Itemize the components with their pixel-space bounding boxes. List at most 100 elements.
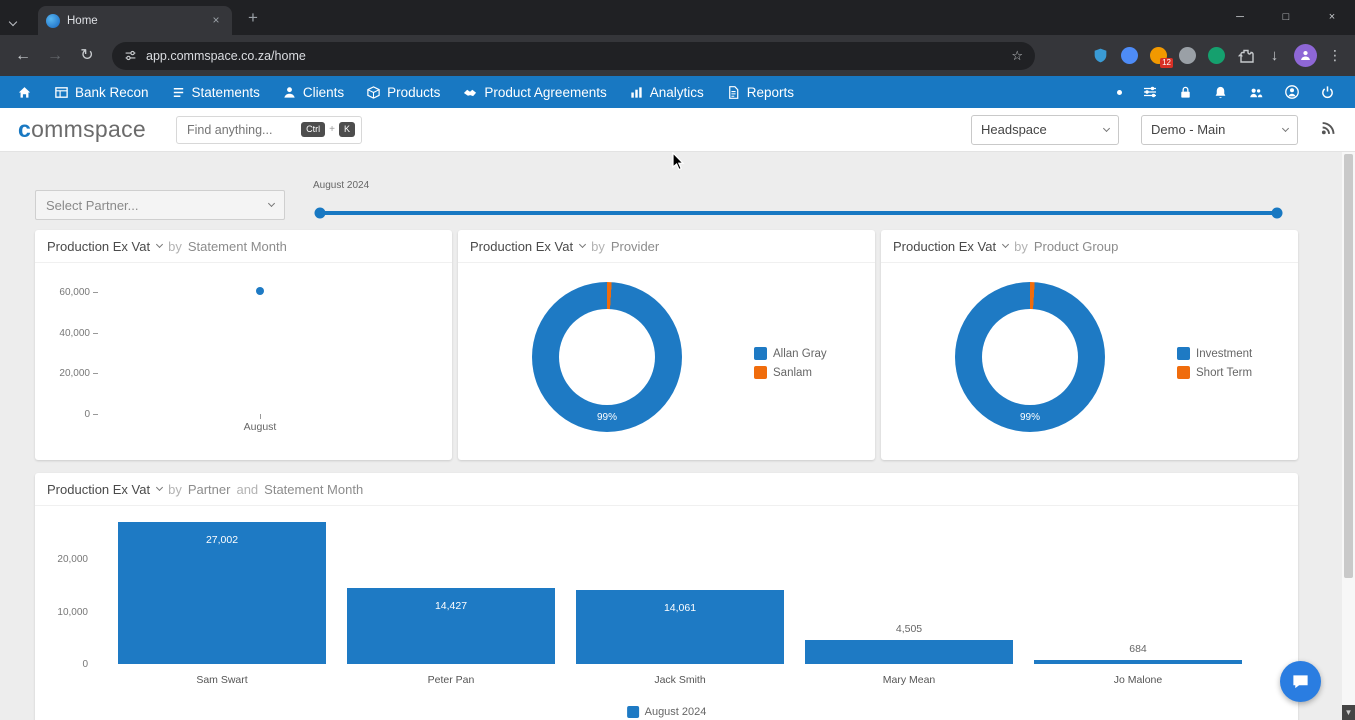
browser-menu-icon[interactable]: ⋮	[1328, 47, 1342, 63]
minimize-button[interactable]: ─	[1236, 11, 1244, 23]
metric-label: Production Ex Vat	[893, 238, 997, 254]
account-icon[interactable]	[1284, 84, 1300, 100]
person-icon	[284, 86, 295, 98]
nav-statements[interactable]: Statements	[160, 76, 271, 108]
community-icon[interactable]	[1248, 85, 1264, 100]
extensions-puzzle-icon[interactable]	[1236, 46, 1255, 65]
downloads-icon[interactable]: ↓	[1270, 47, 1279, 64]
card-product-group: Production Ex Vat by Product Group 99% In…	[881, 230, 1298, 460]
global-search[interactable]: Ctrl + K	[175, 115, 362, 144]
extension-blue-icon[interactable]	[1120, 46, 1139, 65]
extension-gray-icon[interactable]	[1178, 46, 1197, 65]
chart-legend: Allan Gray Sanlam	[754, 347, 827, 379]
slider-handle-right[interactable]	[1271, 207, 1283, 219]
bar	[1034, 660, 1242, 664]
extension-orange-icon[interactable]: 12	[1149, 46, 1173, 68]
donut-hole	[982, 309, 1078, 405]
bookmark-star-icon[interactable]: ☆	[1011, 47, 1023, 63]
extension-green-icon[interactable]	[1207, 46, 1226, 65]
scatter-point	[256, 286, 264, 295]
workspace-select[interactable]: Demo - Main	[1141, 114, 1298, 145]
bar-category-label: Peter Pan	[427, 674, 475, 686]
legend-label: August 2024	[644, 706, 707, 718]
chat-bubble-icon	[1293, 675, 1308, 689]
metric-dropdown[interactable]: Production Ex Vat	[470, 238, 587, 254]
y-tick-mark	[93, 414, 98, 415]
nav-product-agreements[interactable]: Product Agreements	[451, 76, 617, 108]
card-statement-month: Production Ex Vat by Statement Month 0 20…	[35, 230, 452, 460]
commspace-logo[interactable]: commspace	[18, 116, 146, 142]
metric-dropdown[interactable]: Production Ex Vat	[47, 482, 164, 497]
legend-label: Short Term	[1196, 366, 1253, 379]
chat-widget-button[interactable]	[1280, 661, 1321, 702]
chevron-down-icon[interactable]	[8, 12, 18, 30]
notifications-bell-icon[interactable]	[1213, 85, 1228, 100]
by-label: by	[1014, 238, 1028, 254]
y-tick-mark	[93, 332, 98, 334]
nav-analytics[interactable]: Analytics	[618, 76, 715, 108]
metric-dropdown[interactable]: Production Ex Vat	[47, 239, 164, 254]
new-tab-button[interactable]: +	[248, 8, 258, 27]
nav-label: Product Agreements	[484, 84, 607, 100]
filters-sliders-icon[interactable]	[1142, 84, 1158, 100]
conjunction-label: and	[236, 481, 259, 497]
maximize-button[interactable]: □	[1282, 11, 1290, 23]
bar-value-label: 4,505	[895, 623, 923, 636]
chevron-down-icon	[156, 240, 164, 249]
lock-icon[interactable]	[1178, 85, 1193, 100]
page-scrollbar[interactable]: ▼	[1342, 152, 1355, 720]
feed-icon[interactable]	[1320, 119, 1337, 141]
close-button[interactable]: ×	[1328, 11, 1336, 23]
y-tick-label: 20,000	[57, 554, 88, 565]
nav-clients[interactable]: Clients	[271, 76, 355, 108]
power-icon[interactable]	[1320, 85, 1335, 100]
chart-cards-row: Production Ex Vat by Statement Month 0 20…	[35, 230, 1298, 460]
legend-item: Allan Gray	[754, 347, 827, 360]
donut-provider-body: 99% Allan Gray Sanlam	[458, 263, 875, 459]
metric-label: Production Ex Vat	[470, 238, 574, 254]
chevron-down-icon	[156, 483, 164, 492]
profile-avatar[interactable]	[1294, 44, 1317, 67]
tab-close-icon[interactable]: ×	[212, 12, 220, 27]
chevron-down-icon	[1281, 124, 1290, 132]
legend-swatch	[1177, 347, 1190, 360]
extension-shield-icon[interactable]	[1091, 46, 1110, 65]
bar-value-label: 684	[1129, 643, 1147, 656]
partner-select[interactable]: Select Partner...	[35, 190, 285, 220]
nav-products[interactable]: Products	[355, 76, 451, 108]
nav-label: Statements	[191, 84, 260, 100]
home-icon	[18, 86, 31, 98]
legend-swatch	[626, 706, 639, 718]
bar-chart-icon	[631, 86, 642, 98]
card-partner-statement-month: Production Ex Vat by Partner and Stateme…	[35, 473, 1298, 720]
metric-dropdown[interactable]: Production Ex Vat	[893, 238, 1010, 254]
chevron-down-icon	[1102, 124, 1111, 132]
nav-bank-recon[interactable]: Bank Recon	[43, 76, 160, 108]
nav-home[interactable]	[6, 76, 43, 108]
site-info-icon[interactable]	[124, 49, 137, 62]
shortcut-ctrl-badge: Ctrl	[301, 122, 326, 137]
search-input[interactable]	[186, 122, 298, 137]
x-tick-mark	[260, 414, 261, 419]
tab-title: Home	[67, 14, 98, 27]
browser-tab[interactable]: Home ×	[38, 6, 232, 35]
y-tick-label: 40,000	[59, 327, 90, 339]
forward-button[interactable]: →	[47, 46, 63, 64]
nav-label: Bank Recon	[75, 84, 149, 100]
handshake-icon	[464, 89, 477, 96]
back-button[interactable]: ←	[15, 46, 31, 64]
nav-label: Reports	[746, 84, 795, 100]
address-bar[interactable]: app.commspace.co.za/home ☆	[112, 41, 1035, 70]
y-tick-label: 10,000	[57, 606, 88, 618]
scrollbar-thumb[interactable]	[1344, 154, 1353, 578]
list-icon	[173, 87, 183, 97]
org-select[interactable]: Headspace	[971, 114, 1119, 145]
reload-button[interactable]: ↻	[80, 46, 94, 64]
slider-handle-left[interactable]	[314, 207, 326, 219]
bar	[347, 588, 555, 664]
by-label: by	[168, 481, 182, 497]
nav-label: Analytics	[649, 84, 704, 100]
nav-reports[interactable]: Reports	[715, 76, 805, 108]
scrollbar-down-arrow[interactable]: ▼	[1342, 705, 1355, 720]
date-range-slider[interactable]	[314, 207, 1283, 219]
